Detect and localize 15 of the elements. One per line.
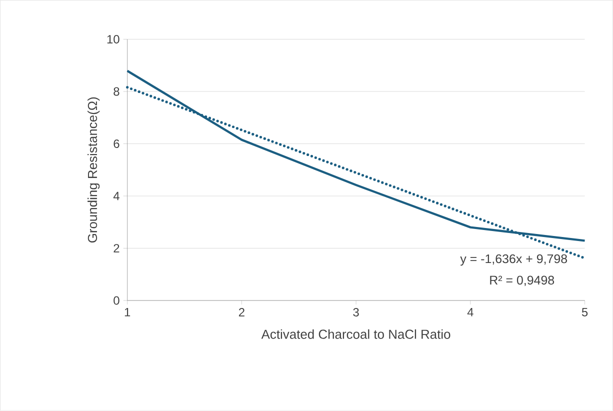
y-tick-label: 4: [113, 192, 120, 200]
y-tick-label: 0: [114, 296, 120, 305]
x-tick-label: 2: [238, 308, 244, 316]
y-tick-label: 6: [114, 140, 120, 148]
annotation: R² = 0,9498: [490, 276, 554, 286]
x-axis-title: Activated Charcoal to NaCl Ratio: [261, 329, 450, 339]
annotation: y = -1,636x + 9,798: [460, 254, 568, 266]
y-tick-label: 2: [114, 244, 120, 253]
x-tick-label: 1: [124, 308, 130, 316]
y-axis-title: Grounding Resistance(Ω): [88, 97, 100, 243]
y-tick-label: 8: [114, 87, 120, 96]
x-tick-label: 3: [353, 308, 359, 317]
x-tick-label: 5: [582, 308, 588, 316]
x-tick-label: 4: [467, 308, 474, 316]
y-tick-label: 10: [107, 35, 120, 44]
